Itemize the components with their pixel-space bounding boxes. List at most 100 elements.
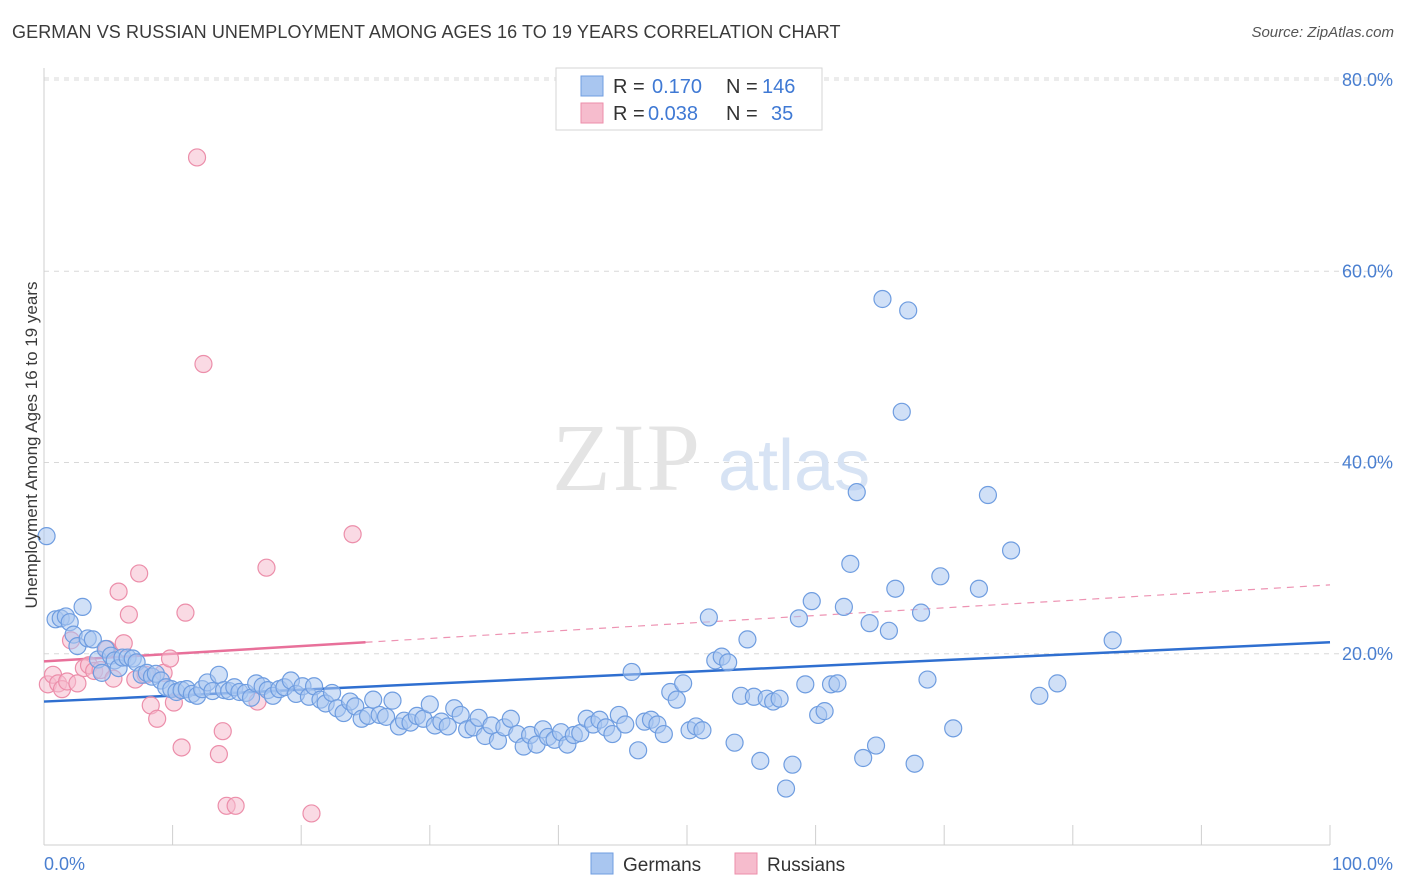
legend-box: R = 0.170 N = 146 R = 0.038 N = 35: [555, 67, 823, 131]
germans-point: [73, 597, 92, 616]
legend-r-russians: 0.038: [648, 103, 698, 125]
germans-point: [969, 579, 989, 598]
germans-point: [501, 709, 520, 728]
x-tick-label-max: 100.0%: [1332, 854, 1393, 874]
germans-point: [796, 675, 815, 694]
y-tick-label: 20.0%: [1342, 644, 1393, 664]
germans-point: [892, 402, 911, 421]
germans-point: [667, 690, 686, 709]
germans-point: [420, 695, 439, 714]
russians-point: [160, 649, 180, 668]
germans-point: [719, 653, 738, 672]
legend-n-label-russians: N =: [726, 103, 758, 125]
germans-point: [866, 736, 886, 755]
russians-point: [187, 148, 207, 167]
y-axis-label: Unemployment Among Ages 16 to 19 years: [22, 282, 41, 609]
germans-point: [725, 733, 744, 752]
germans-point: [699, 608, 718, 627]
legend-n-germans: 146: [762, 76, 795, 98]
germans-point: [879, 621, 899, 640]
russians-point: [226, 796, 245, 815]
germans-point: [1103, 631, 1122, 650]
russians-point: [109, 582, 128, 601]
russians-point: [119, 605, 138, 624]
germans-point: [364, 690, 383, 709]
germans-point: [789, 609, 808, 628]
germans-point: [918, 670, 937, 689]
germans-point: [37, 527, 56, 546]
legend-r-germans: 0.170: [652, 76, 702, 98]
germans-point: [841, 554, 860, 573]
russians-point: [172, 738, 191, 757]
russians-point: [68, 674, 87, 693]
germans-point: [847, 483, 866, 502]
germans-point: [770, 689, 789, 708]
germans-point: [783, 755, 802, 774]
germans-point: [92, 663, 111, 682]
chart-title: GERMAN VS RUSSIAN UNEMPLOYMENT AMONG AGE…: [12, 22, 841, 42]
russians-point: [302, 804, 321, 823]
germans-point: [802, 592, 821, 611]
germans-point: [603, 724, 622, 744]
germans-point: [209, 665, 228, 684]
russians-point: [148, 709, 167, 728]
germans-point: [828, 674, 847, 693]
russians-point: [213, 722, 232, 741]
russians-point: [176, 603, 195, 622]
germans-point: [629, 741, 648, 760]
germans-point: [776, 779, 796, 798]
y-tick-label: 80.0%: [1342, 70, 1393, 90]
bottom-legend-swatch-russians: [734, 852, 758, 875]
germans-point: [834, 597, 853, 616]
bottom-legend-swatch-germans: [590, 852, 614, 875]
germans-point: [751, 751, 770, 770]
germans-point: [886, 579, 905, 598]
y-tick-labels: 20.0% 40.0% 60.0% 80.0%: [1342, 70, 1393, 664]
bottom-legend-label-germans: Germans: [623, 855, 701, 876]
germans-point: [978, 485, 998, 505]
germans-point: [622, 662, 641, 682]
germans-point: [944, 719, 963, 738]
watermark-atlas: atlas: [718, 426, 870, 506]
germans-points: [37, 289, 1122, 798]
legend-r-label-germans: R =: [613, 76, 645, 98]
germans-point: [873, 289, 892, 309]
germans-point: [1030, 686, 1049, 705]
legend-r-label-russians: R =: [613, 103, 645, 125]
germans-point: [931, 567, 950, 586]
y-tick-label: 60.0%: [1342, 261, 1393, 281]
germans-point: [905, 754, 924, 773]
germans-point: [438, 717, 457, 736]
legend-swatch-germans: [580, 75, 604, 97]
legend-swatch-russians: [580, 102, 604, 124]
germans-point: [693, 721, 712, 740]
germans-point: [654, 724, 673, 744]
russians-point: [343, 525, 362, 544]
source-label: Source: ZipAtlas.com: [1251, 24, 1394, 41]
legend-n-label-germans: N =: [726, 76, 758, 98]
germans-point: [815, 702, 834, 721]
germans-point: [738, 630, 757, 649]
germans-point: [899, 301, 918, 320]
russians-point: [130, 564, 149, 583]
x-tick-label-min: 0.0%: [44, 854, 85, 874]
bottom-legend: Germans Russians: [590, 852, 845, 876]
germans-point: [854, 748, 873, 768]
germans-point: [376, 707, 396, 726]
germans-point: [83, 630, 102, 649]
legend-n-russians: 35: [771, 103, 793, 125]
watermark-zip: ZIP: [552, 404, 702, 511]
germans-point: [911, 603, 931, 622]
russians-point: [257, 558, 276, 577]
germans-point: [674, 674, 693, 693]
watermark: ZIP atlas: [552, 404, 870, 511]
russians-point: [209, 745, 228, 764]
y-tick-label: 40.0%: [1342, 453, 1393, 473]
bottom-legend-label-russians: Russians: [767, 855, 845, 876]
russians-point: [194, 354, 213, 374]
axes: [43, 68, 1330, 846]
germans-point: [322, 683, 342, 703]
germans-point: [860, 614, 879, 633]
germans-point: [383, 691, 402, 710]
